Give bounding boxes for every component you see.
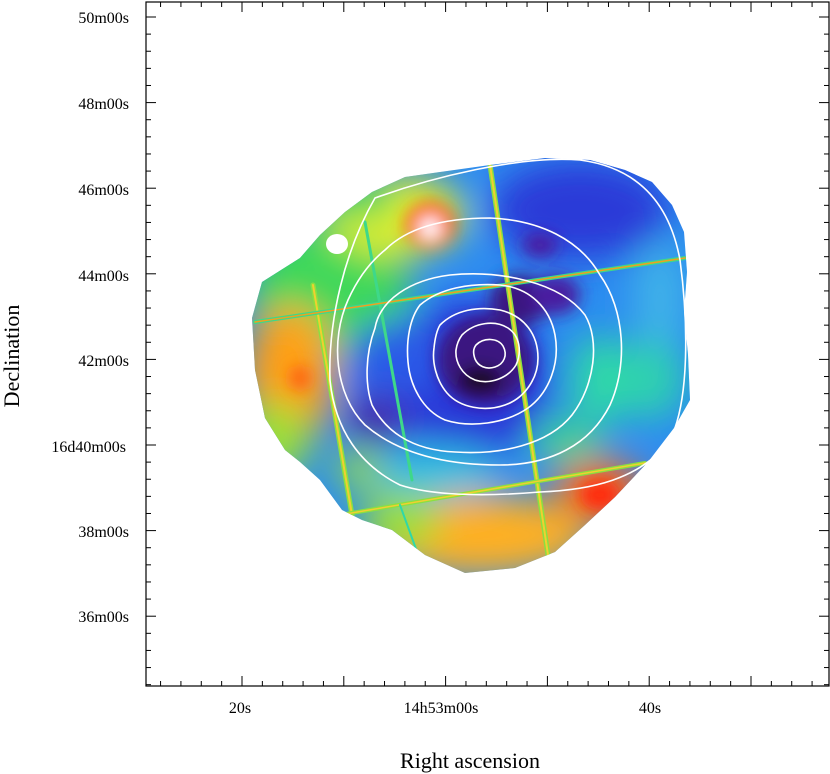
x-axis-title: Right ascension (400, 748, 540, 773)
plot-frame (145, 1, 830, 687)
y-tick-label: 38m00s (78, 524, 129, 541)
y-tick-label: 16d40m00s (51, 439, 126, 456)
y-tick-label: 36m00s (78, 609, 129, 626)
x-tick-label: 40s (639, 700, 661, 717)
y-tick-label: 44m00s (78, 268, 129, 285)
contour-lines (329, 158, 687, 496)
y-axis-title: Declination (0, 305, 24, 408)
y-tick-label: 48m00s (78, 96, 129, 113)
y-tick-labels: 50m00s 48m00s 46m00s 44m00s 42m00s 16d40… (51, 10, 129, 626)
y-tick-label: 42m00s (78, 353, 129, 370)
x-tick-label: 14h53m00s (404, 700, 479, 717)
axis-ticks (146, 2, 829, 686)
x-tick-labels: 20s 14h53m00s 40s (229, 700, 661, 717)
sky-image (252, 158, 690, 573)
y-tick-label: 50m00s (78, 10, 129, 27)
y-tick-label: 46m00s (78, 182, 129, 199)
x-tick-label: 20s (229, 700, 251, 717)
